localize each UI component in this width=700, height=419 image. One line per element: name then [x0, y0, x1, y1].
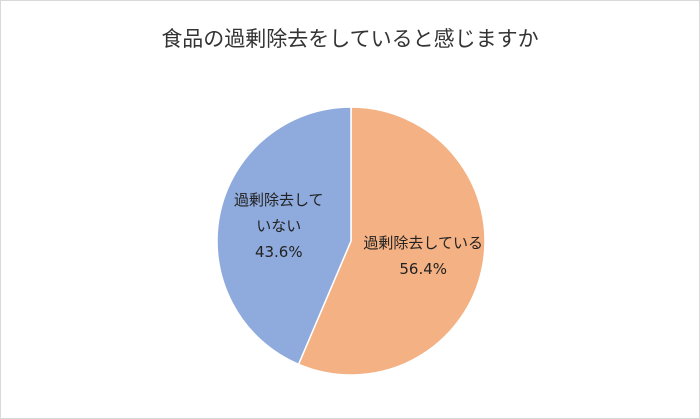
chart-title: 食品の過剰除去をしていると感じますか	[161, 27, 539, 51]
value-label: 43.6%	[254, 243, 303, 262]
pie-slice	[216, 106, 352, 366]
data-label: 過剰除去している 56.4%	[353, 230, 493, 282]
data-label: 過剰除去していない 43.6%	[231, 187, 327, 265]
category-label: 過剰除去している	[363, 233, 483, 252]
pie-slice	[297, 106, 486, 376]
value-label: 56.4%	[399, 259, 448, 278]
category-label: 過剰除去していない	[234, 191, 324, 236]
